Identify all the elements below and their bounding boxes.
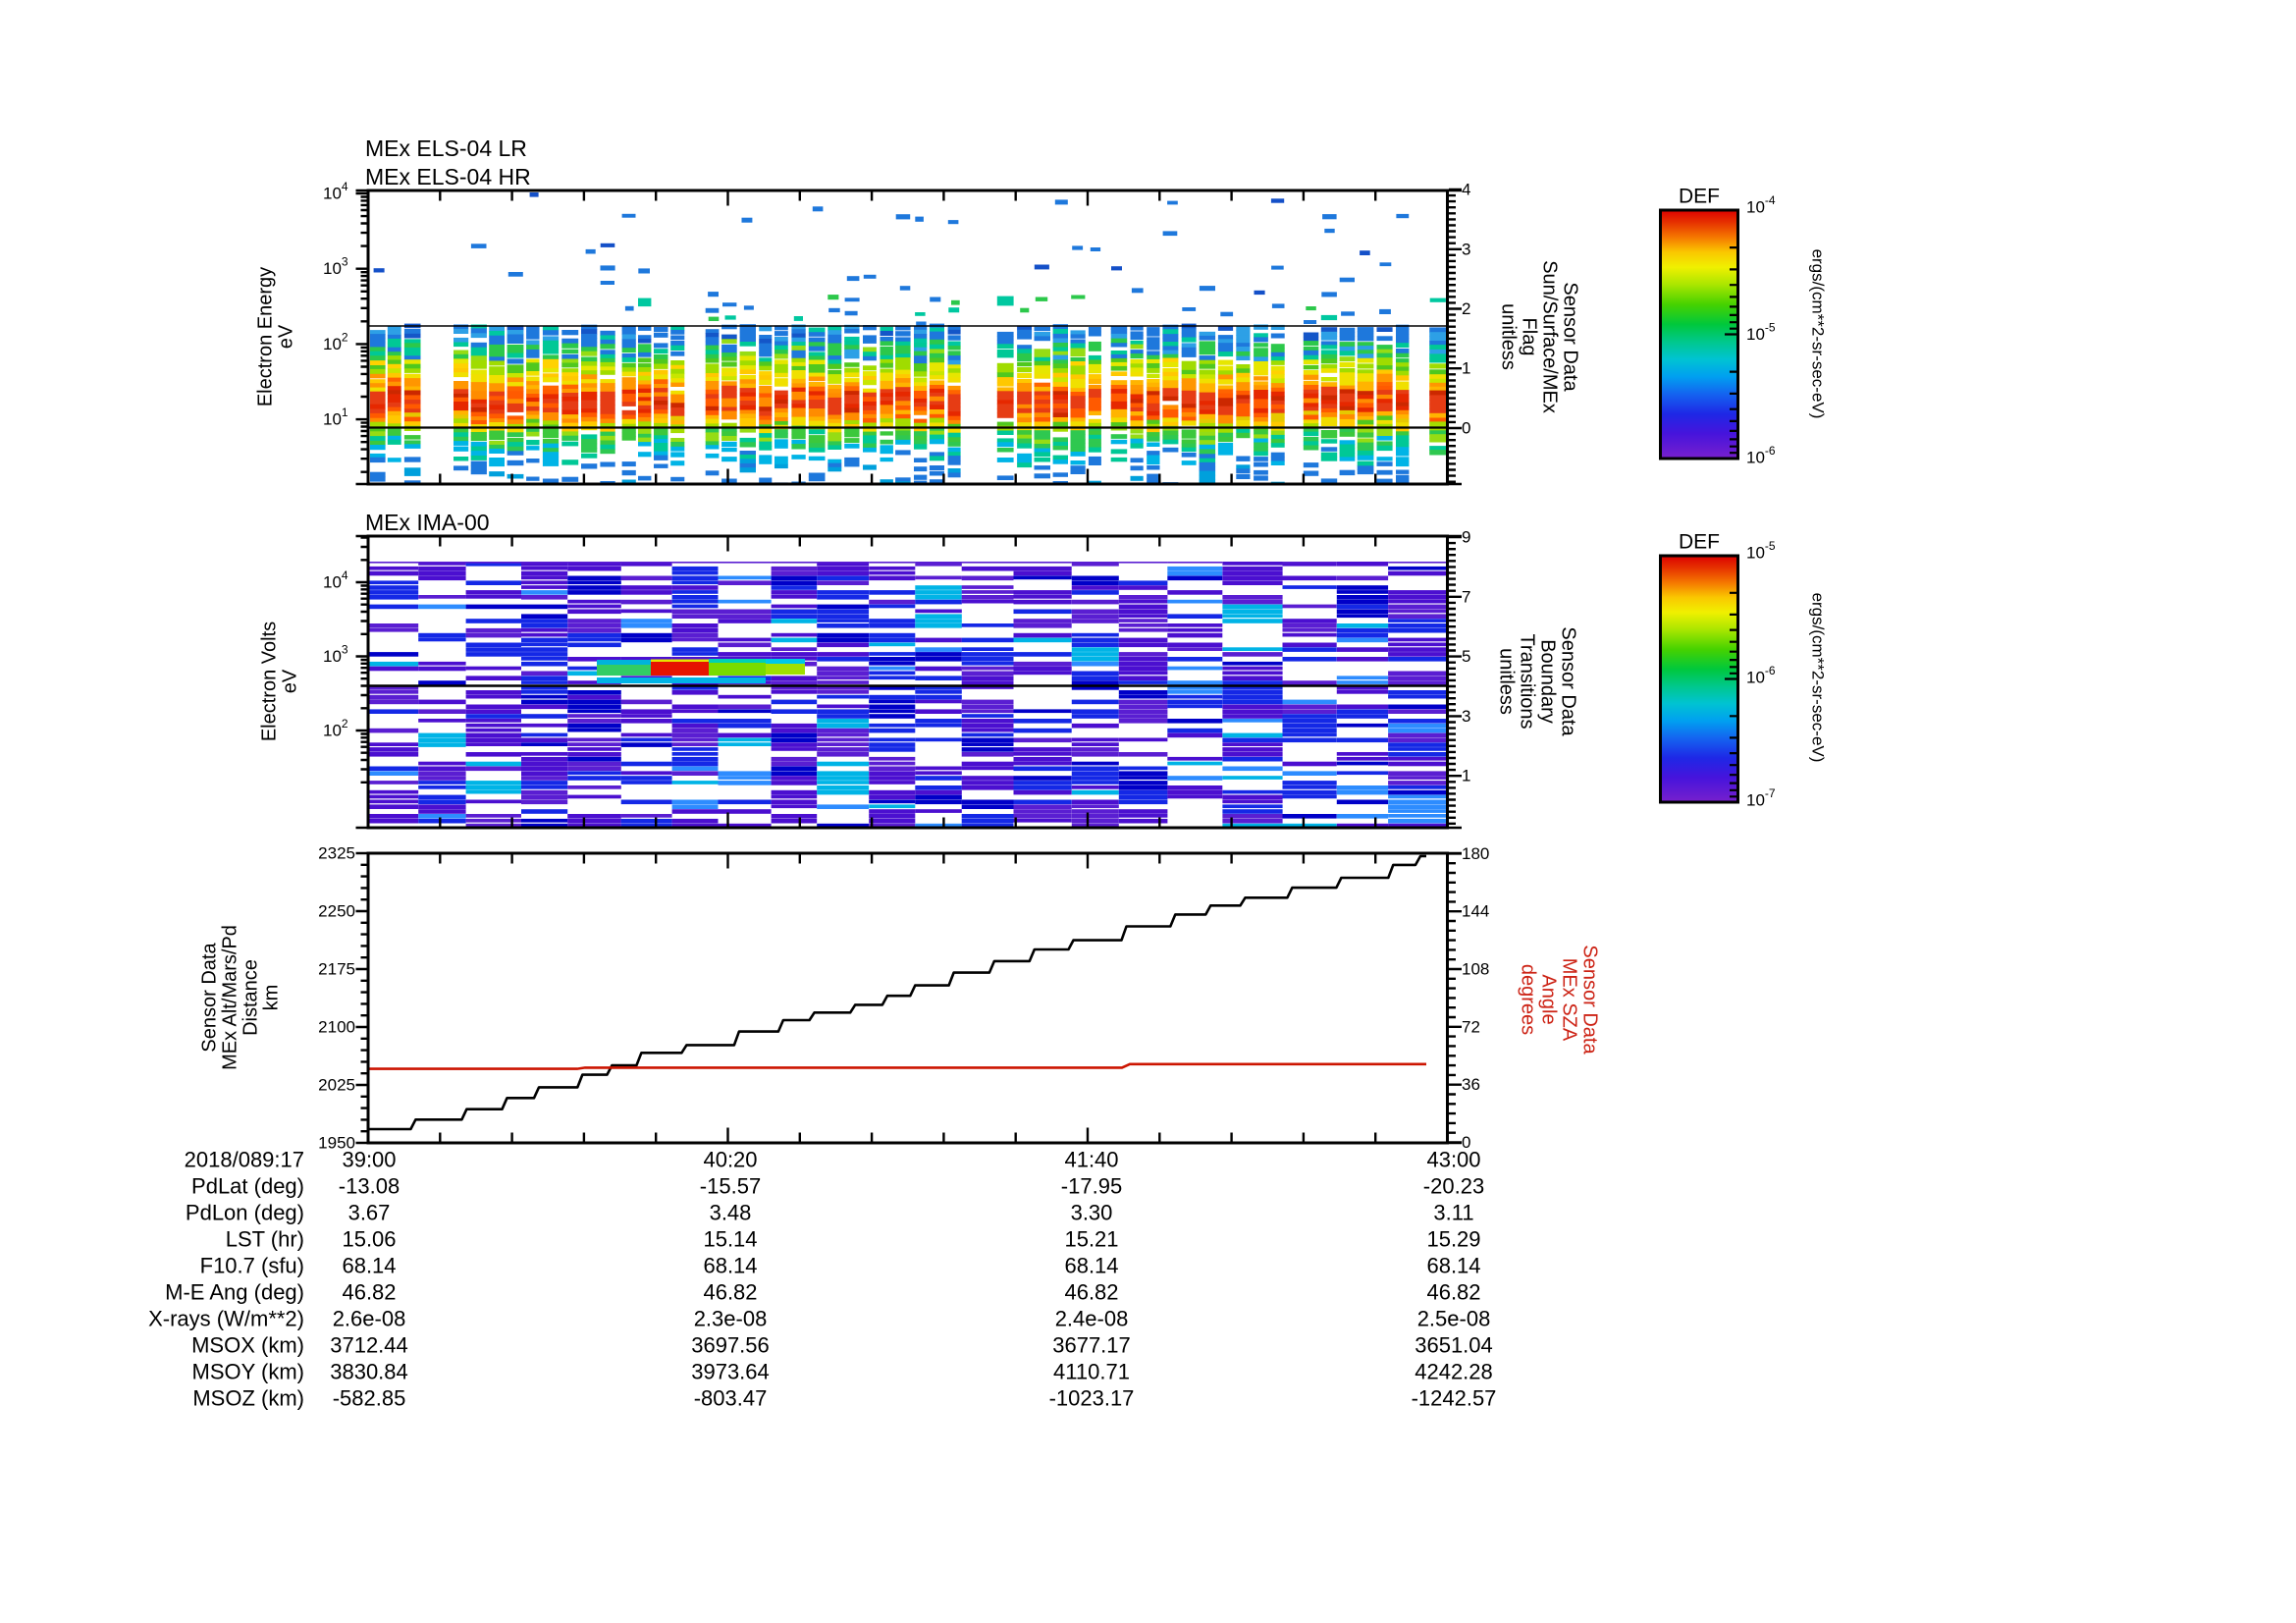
svg-text:3.30: 3.30 xyxy=(1071,1201,1113,1225)
svg-text:MEx SZA: MEx SZA xyxy=(1559,958,1580,1042)
svg-text:3: 3 xyxy=(1462,240,1470,258)
svg-text:4242.28: 4242.28 xyxy=(1415,1360,1493,1384)
svg-text:3830.84: 3830.84 xyxy=(330,1360,408,1384)
svg-text:2175: 2175 xyxy=(318,960,355,979)
svg-text:F10.7 (sfu): F10.7 (sfu) xyxy=(200,1254,304,1278)
svg-text:1: 1 xyxy=(1462,767,1470,785)
svg-text:0: 0 xyxy=(1462,1133,1470,1152)
svg-text:15.06: 15.06 xyxy=(342,1227,396,1252)
svg-text:9: 9 xyxy=(1462,528,1470,547)
svg-text:4110.71: 4110.71 xyxy=(1053,1360,1130,1384)
svg-text:MEx IMA-00: MEx IMA-00 xyxy=(365,510,490,535)
svg-text:15.21: 15.21 xyxy=(1064,1227,1118,1252)
svg-text:3.48: 3.48 xyxy=(710,1201,752,1225)
svg-text:3697.56: 3697.56 xyxy=(691,1333,770,1358)
svg-text:2.5e-08: 2.5e-08 xyxy=(1417,1307,1491,1331)
svg-text:2: 2 xyxy=(1462,299,1470,318)
svg-text:1: 1 xyxy=(1462,359,1470,378)
svg-text:Electron Energy: Electron Energy xyxy=(255,267,277,406)
svg-text:PdLat (deg): PdLat (deg) xyxy=(191,1174,304,1199)
svg-text:Electron Volts: Electron Volts xyxy=(259,622,281,741)
svg-text:Sensor Data: Sensor Data xyxy=(199,943,221,1053)
svg-text:-15.57: -15.57 xyxy=(700,1174,761,1199)
svg-text:68.14: 68.14 xyxy=(1426,1254,1480,1278)
svg-text:4: 4 xyxy=(1462,181,1470,199)
svg-text:43:00: 43:00 xyxy=(1426,1148,1480,1172)
svg-text:Flag: Flag xyxy=(1519,318,1540,356)
svg-text:PdLon (deg): PdLon (deg) xyxy=(186,1201,304,1225)
svg-text:DEF: DEF xyxy=(1679,531,1720,554)
svg-text:-1242.57: -1242.57 xyxy=(1412,1386,1497,1411)
svg-text:108: 108 xyxy=(1462,960,1489,979)
svg-text:46.82: 46.82 xyxy=(1426,1280,1480,1305)
svg-text:7: 7 xyxy=(1462,587,1470,606)
svg-text:39:00: 39:00 xyxy=(342,1148,396,1172)
svg-text:15.29: 15.29 xyxy=(1426,1227,1480,1252)
svg-text:Sensor Data: Sensor Data xyxy=(1560,282,1581,392)
svg-text:DEF: DEF xyxy=(1679,186,1720,208)
svg-text:144: 144 xyxy=(1462,902,1489,921)
svg-text:2025: 2025 xyxy=(318,1076,355,1095)
svg-text:LST (hr): LST (hr) xyxy=(226,1227,304,1252)
svg-text:MSOX (km): MSOX (km) xyxy=(191,1333,304,1358)
svg-text:-582.85: -582.85 xyxy=(333,1386,406,1411)
svg-text:1950: 1950 xyxy=(318,1134,355,1153)
svg-text:Boundary: Boundary xyxy=(1537,639,1559,724)
svg-text:ergs/(cm**2-sr-sec-eV): ergs/(cm**2-sr-sec-eV) xyxy=(1809,593,1828,763)
svg-text:15.14: 15.14 xyxy=(703,1227,757,1252)
svg-text:3651.04: 3651.04 xyxy=(1415,1333,1493,1358)
svg-text:-13.08: -13.08 xyxy=(339,1174,400,1199)
svg-text:2.3e-08: 2.3e-08 xyxy=(694,1307,768,1331)
svg-text:40:20: 40:20 xyxy=(703,1148,757,1172)
svg-text:Sensor Data: Sensor Data xyxy=(1558,626,1579,736)
svg-text:2.6e-08: 2.6e-08 xyxy=(333,1307,406,1331)
svg-text:MSOZ (km): MSOZ (km) xyxy=(192,1386,304,1411)
svg-text:68.14: 68.14 xyxy=(342,1254,396,1278)
svg-text:-17.95: -17.95 xyxy=(1061,1174,1122,1199)
svg-text:ergs/(cm**2-sr-sec-eV): ergs/(cm**2-sr-sec-eV) xyxy=(1809,249,1828,419)
svg-text:46.82: 46.82 xyxy=(1064,1280,1118,1305)
svg-text:2325: 2325 xyxy=(318,844,355,863)
svg-text:3.67: 3.67 xyxy=(348,1201,391,1225)
svg-text:MEx ELS-04 LR: MEx ELS-04 LR xyxy=(365,135,527,161)
svg-text:unitless: unitless xyxy=(1496,648,1518,715)
svg-text:2100: 2100 xyxy=(318,1018,355,1037)
svg-text:degrees: degrees xyxy=(1518,964,1539,1035)
svg-text:Sun/Surface/MEx: Sun/Surface/MEx xyxy=(1539,260,1561,413)
svg-text:180: 180 xyxy=(1462,844,1489,863)
svg-text:41:40: 41:40 xyxy=(1064,1148,1118,1172)
svg-text:5: 5 xyxy=(1462,647,1470,666)
svg-text:Transitions: Transitions xyxy=(1517,633,1538,729)
svg-text:3.11: 3.11 xyxy=(1433,1201,1473,1225)
svg-text:-1023.17: -1023.17 xyxy=(1049,1386,1135,1411)
svg-text:46.82: 46.82 xyxy=(342,1280,396,1305)
svg-text:36: 36 xyxy=(1462,1075,1480,1094)
svg-text:3712.44: 3712.44 xyxy=(330,1333,408,1358)
svg-text:unitless: unitless xyxy=(1498,303,1520,370)
svg-text:68.14: 68.14 xyxy=(1064,1254,1118,1278)
svg-text:Distance: Distance xyxy=(240,959,262,1036)
svg-text:2.4e-08: 2.4e-08 xyxy=(1055,1307,1129,1331)
svg-text:46.82: 46.82 xyxy=(703,1280,757,1305)
svg-text:Angle: Angle xyxy=(1538,974,1560,1024)
svg-text:3677.17: 3677.17 xyxy=(1052,1333,1131,1358)
svg-text:-803.47: -803.47 xyxy=(694,1386,768,1411)
svg-text:Sensor Data: Sensor Data xyxy=(1579,945,1601,1055)
svg-text:68.14: 68.14 xyxy=(703,1254,757,1278)
svg-text:3: 3 xyxy=(1462,707,1470,726)
svg-text:MEx ELS-04 HR: MEx ELS-04 HR xyxy=(365,164,531,189)
svg-text:0: 0 xyxy=(1462,419,1470,438)
svg-text:72: 72 xyxy=(1462,1017,1480,1036)
svg-text:2250: 2250 xyxy=(318,902,355,921)
svg-text:2018/089:17: 2018/089:17 xyxy=(185,1148,304,1172)
svg-text:X-rays (W/m**2): X-rays (W/m**2) xyxy=(148,1307,304,1331)
svg-text:MEx Alt/Mars/Pd: MEx Alt/Mars/Pd xyxy=(220,925,241,1070)
svg-text:eV: eV xyxy=(280,669,301,693)
svg-text:-20.23: -20.23 xyxy=(1423,1174,1484,1199)
svg-text:3973.64: 3973.64 xyxy=(691,1360,770,1384)
svg-text:M-E Ang (deg): M-E Ang (deg) xyxy=(165,1280,304,1305)
svg-text:eV: eV xyxy=(276,324,297,349)
svg-text:MSOY (km): MSOY (km) xyxy=(192,1360,304,1384)
svg-text:km: km xyxy=(261,985,283,1011)
